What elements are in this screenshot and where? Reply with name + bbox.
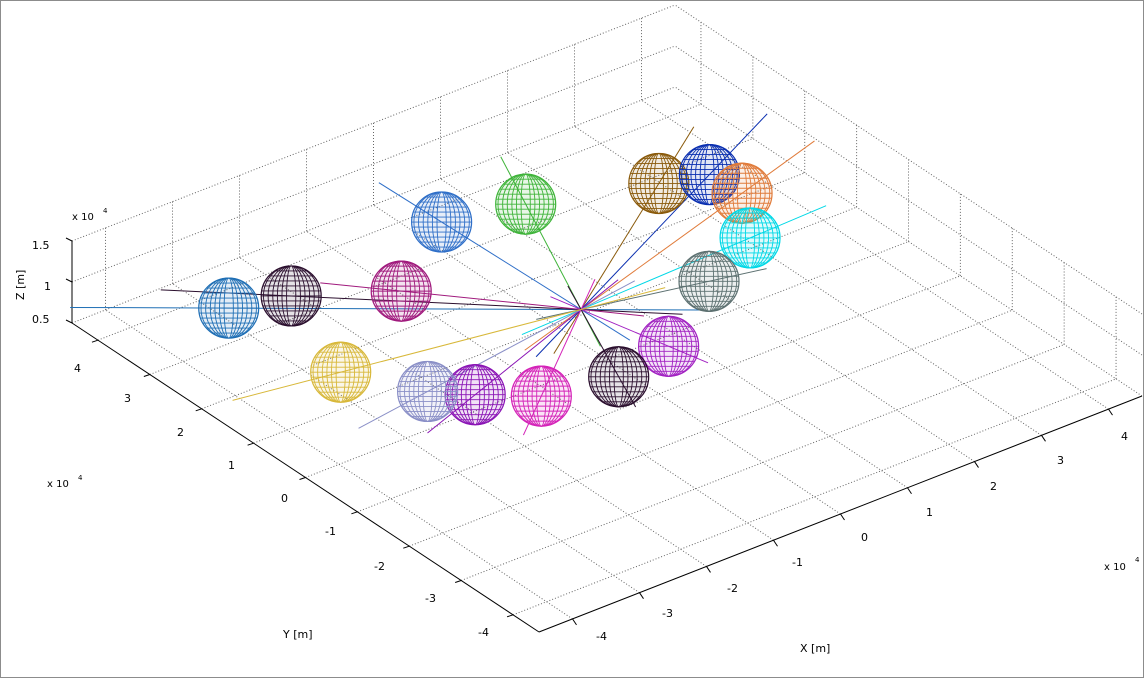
trajectory-lines bbox=[70, 113, 827, 436]
y-tick-mark bbox=[403, 545, 410, 549]
z-tick-mark bbox=[65, 319, 73, 324]
x-tick-label: -2 bbox=[727, 582, 738, 595]
x-tick-label: 1 bbox=[926, 506, 933, 519]
sphere-marker bbox=[198, 277, 260, 339]
floor-grid-line bbox=[239, 257, 707, 567]
side-wall-grid-line bbox=[674, 45, 1143, 356]
y-tick-mark bbox=[195, 408, 202, 412]
x-tick-mark bbox=[840, 513, 845, 521]
x-axis-label: X [m] bbox=[800, 642, 830, 655]
y-tick-mark bbox=[299, 477, 306, 480]
y-tick-labels: 4 3 2 1 0 -1 -2 -3 -4 bbox=[74, 362, 489, 639]
y-tick-mark bbox=[143, 374, 150, 377]
z-tick-mark bbox=[65, 278, 73, 283]
x-tick-label: 2 bbox=[990, 480, 997, 493]
trajectory-line bbox=[522, 279, 596, 436]
sphere-marker bbox=[638, 315, 700, 377]
x-tick-mark bbox=[639, 592, 644, 599]
y-tick-label: -3 bbox=[425, 592, 436, 605]
sphere-markers bbox=[198, 144, 781, 427]
x-tick-mark bbox=[907, 487, 912, 495]
y-tick-label: 3 bbox=[124, 392, 131, 405]
sphere-marker bbox=[510, 365, 572, 427]
x-tick-label: -4 bbox=[596, 630, 607, 643]
z-tick-label: 1.5 bbox=[32, 239, 50, 252]
sphere-marker bbox=[588, 346, 650, 408]
y-tick-label: 0 bbox=[281, 492, 288, 505]
z-tick-label: 1 bbox=[44, 280, 51, 293]
trajectory-line bbox=[70, 306, 705, 311]
floor-grid-line bbox=[440, 178, 908, 489]
y-tick-label: 4 bbox=[74, 362, 81, 375]
x-tick-mark bbox=[1108, 408, 1113, 416]
x-tick-mark bbox=[572, 618, 577, 626]
sphere-marker bbox=[719, 207, 781, 269]
trajectory-line bbox=[521, 205, 827, 336]
x-multiplier: x 10 4 bbox=[1104, 556, 1140, 573]
y-tick-mark bbox=[351, 511, 358, 515]
x-tick-mark bbox=[773, 539, 778, 547]
x-tick-label: 4 bbox=[1121, 430, 1128, 443]
x-tick-mark bbox=[974, 461, 979, 468]
trajectory-line bbox=[550, 296, 709, 364]
y-tick-label: 1 bbox=[228, 459, 235, 472]
side-wall-grid-line bbox=[674, 4, 1143, 315]
y-tick-mark bbox=[247, 442, 254, 446]
y-multiplier: x 10 4 bbox=[47, 474, 83, 490]
z-multiplier-text: x 10 bbox=[72, 212, 94, 223]
sphere-marker bbox=[370, 260, 432, 322]
floor-grid-line bbox=[507, 152, 975, 462]
y-tick-label: -2 bbox=[374, 560, 385, 573]
y-tick-label: -1 bbox=[325, 525, 336, 538]
back-wall-grid-line bbox=[71, 45, 676, 283]
z-axis-label: Z [m] bbox=[14, 270, 27, 300]
sphere-marker bbox=[678, 144, 741, 206]
floor-grid-line bbox=[409, 309, 1013, 547]
sphere-marker bbox=[411, 191, 473, 253]
sphere-marker bbox=[628, 152, 690, 215]
y-tick-label: -4 bbox=[478, 626, 489, 639]
sphere-marker bbox=[397, 360, 459, 423]
trajectory-line bbox=[358, 280, 635, 429]
floor-grid-line bbox=[172, 283, 640, 594]
z-tick-label: 0.5 bbox=[32, 313, 50, 326]
y-multiplier-exponent: 4 bbox=[78, 474, 83, 482]
x-tick-label: 0 bbox=[861, 531, 868, 544]
floor-grid-line bbox=[105, 309, 573, 620]
x-tick-label: -3 bbox=[662, 607, 673, 620]
sphere-marker bbox=[310, 341, 372, 403]
y-tick-label: 2 bbox=[177, 426, 184, 439]
trajectory-line bbox=[320, 282, 645, 317]
x-tick-labels: -4 -3 -2 -1 0 1 2 3 4 bbox=[596, 430, 1128, 643]
trajectory-line bbox=[160, 289, 683, 315]
z-multiplier-exponent: 4 bbox=[103, 207, 108, 215]
floor-grid-line bbox=[574, 125, 1042, 436]
x-multiplier-exponent: 4 bbox=[1135, 556, 1140, 564]
x-tick-mark bbox=[706, 566, 711, 573]
trajectory-line bbox=[232, 287, 666, 401]
z-multiplier: x 10 4 bbox=[72, 207, 108, 223]
y-multiplier-text: x 10 bbox=[47, 479, 69, 490]
y-tick-mark bbox=[91, 339, 99, 343]
side-wall-grid-line bbox=[674, 86, 1143, 397]
x-tick-label: 3 bbox=[1057, 454, 1064, 467]
y-tick-mark bbox=[506, 614, 514, 618]
trajectory-line bbox=[553, 126, 695, 354]
y-axis-label: Y [m] bbox=[282, 628, 313, 641]
x-tick-label: -1 bbox=[792, 556, 803, 569]
trajectory-line bbox=[427, 279, 619, 434]
z-tick-mark bbox=[65, 237, 73, 242]
y-tick-mark bbox=[455, 580, 462, 583]
x-multiplier-text: x 10 bbox=[1104, 562, 1126, 573]
x-tick-mark bbox=[1041, 435, 1046, 442]
floor-grid-line bbox=[641, 99, 1109, 410]
sphere-marker bbox=[678, 250, 740, 312]
sphere-marker bbox=[260, 265, 322, 327]
z-tick-labels: 0.5 1 1.5 bbox=[32, 239, 51, 326]
axes-grid bbox=[65, 4, 1143, 633]
sphere-marker bbox=[495, 173, 557, 235]
